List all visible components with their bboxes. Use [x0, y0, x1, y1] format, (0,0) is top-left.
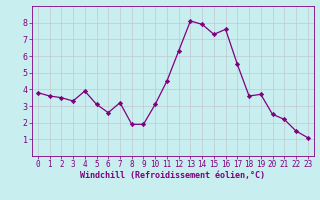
X-axis label: Windchill (Refroidissement éolien,°C): Windchill (Refroidissement éolien,°C)	[80, 171, 265, 180]
